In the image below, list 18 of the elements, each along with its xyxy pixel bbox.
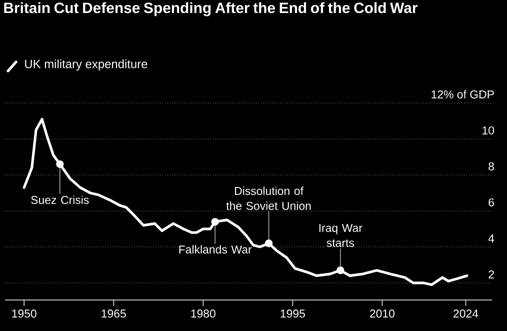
annotation: Suez Crisis [31, 196, 89, 204]
x-tick-label: 1950 [12, 310, 36, 318]
y-tick-label: 4 [488, 234, 494, 242]
y-tick-label: 12% of GDP [432, 90, 494, 98]
y-tick-label: 8 [488, 162, 494, 170]
legend-label: UK military expenditure [25, 59, 148, 71]
y-tick-label: 6 [488, 198, 494, 206]
chart-title: Britain Cut Defense Spending After the End of the Cold War [4, 2, 418, 16]
annotation: Falklands War [179, 245, 252, 254]
x-tick-label: 2024 [454, 310, 478, 318]
x-tick-label: 2010 [370, 310, 394, 318]
annotation: Dissolution of the Soviet Union [226, 186, 311, 210]
y-tick-label: 2 [488, 270, 494, 278]
annotation: Iraq War starts [319, 224, 362, 247]
x-tick-label: 1965 [102, 310, 126, 318]
x-tick-label: 1980 [191, 310, 216, 318]
y-tick-label: 10 [482, 126, 494, 134]
x-tick-label: 1995 [280, 310, 305, 318]
